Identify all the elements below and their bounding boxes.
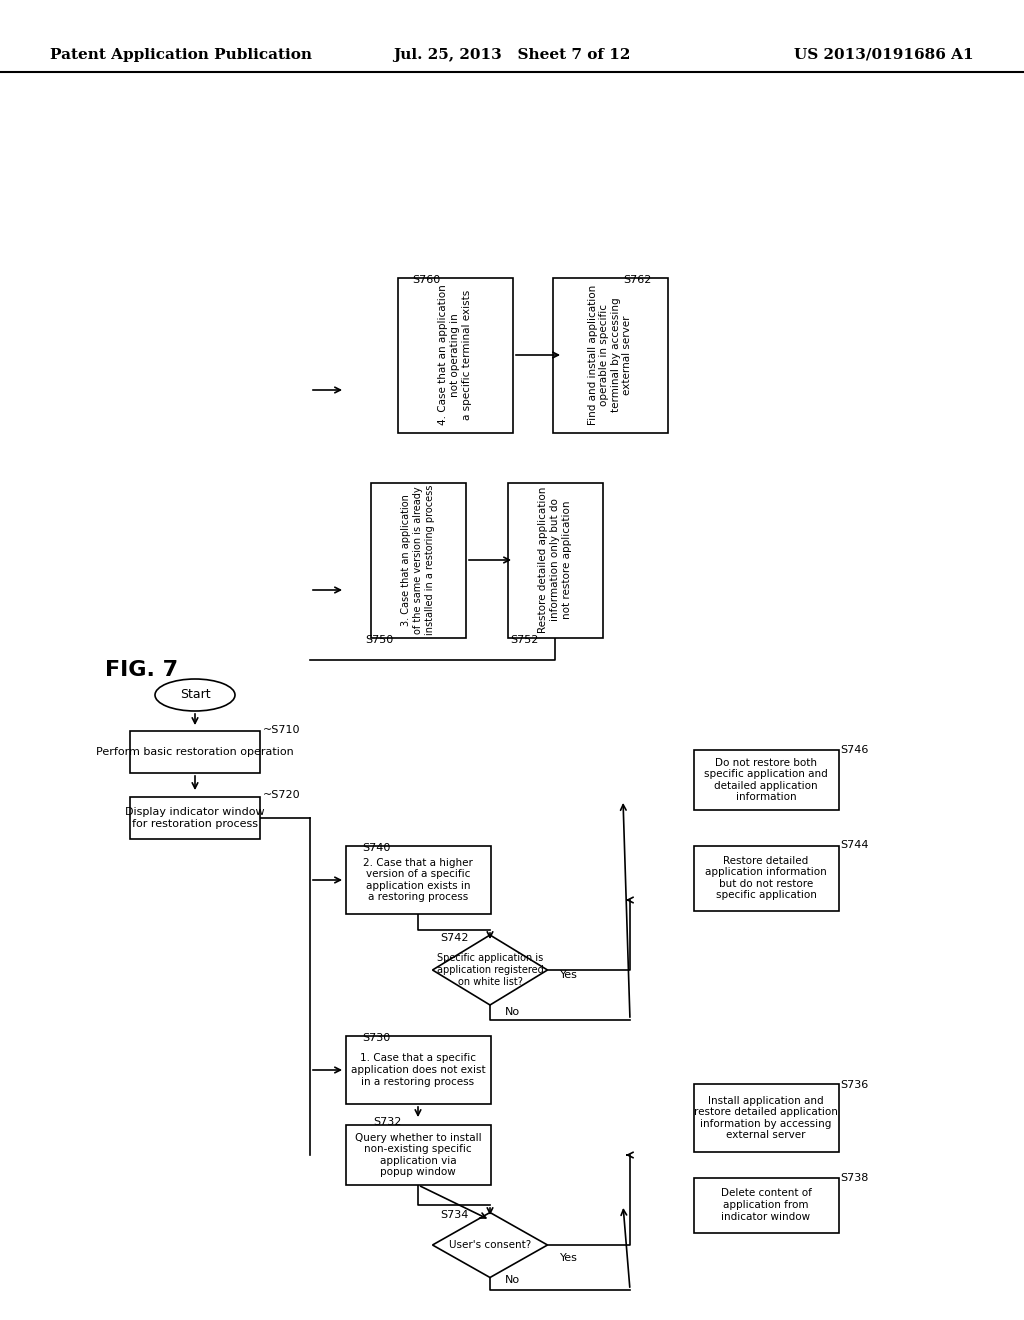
Text: Specific application is
application registered
on white list?: Specific application is application regi…	[436, 953, 544, 986]
Text: S738: S738	[840, 1173, 868, 1183]
Text: Restore detailed application
information only but do
not restore application: Restore detailed application information…	[539, 487, 571, 634]
Text: S740: S740	[362, 843, 390, 853]
Text: Start: Start	[179, 689, 210, 701]
Text: S742: S742	[440, 933, 469, 942]
Text: Restore detailed
application information
but do not restore
specific application: Restore detailed application information…	[706, 855, 826, 900]
Bar	[397, 277, 512, 433]
Text: Delete content of
application from
indicator window: Delete content of application from indic…	[721, 1188, 811, 1221]
Text: S736: S736	[840, 1080, 868, 1090]
Text: 2. Case that a higher
version of a specific
application exists in
a restoring pr: 2. Case that a higher version of a speci…	[364, 858, 473, 903]
Text: Yes: Yes	[560, 970, 578, 979]
Text: S762: S762	[623, 275, 651, 285]
Text: Query whether to install
non-existing specific
application via
popup window: Query whether to install non-existing sp…	[354, 1133, 481, 1177]
Bar	[508, 483, 602, 638]
Text: 4. Case that an application
not operating in
a specific terminal exists: 4. Case that an application not operatin…	[438, 285, 472, 425]
Text: S744: S744	[840, 840, 868, 850]
Text: S750: S750	[365, 635, 393, 645]
Text: S746: S746	[840, 744, 868, 755]
Bar	[693, 1084, 839, 1152]
Text: Display indicator window
for restoration process: Display indicator window for restoration…	[125, 808, 265, 829]
Text: ~S720: ~S720	[263, 789, 301, 800]
Text: Do not restore both
specific application and
detailed application
information: Do not restore both specific application…	[705, 758, 827, 803]
Text: Jul. 25, 2013   Sheet 7 of 12: Jul. 25, 2013 Sheet 7 of 12	[393, 48, 631, 62]
Text: Find and install application
operable in specific
terminal by accessing
external: Find and install application operable in…	[588, 285, 633, 425]
Text: 3. Case that an application
of the same version is already
installed in a restor: 3. Case that an application of the same …	[401, 484, 434, 635]
Bar	[130, 797, 260, 840]
Bar	[693, 1177, 839, 1233]
Bar	[130, 731, 260, 774]
Text: S732: S732	[373, 1117, 401, 1127]
Ellipse shape	[155, 678, 234, 711]
Text: Yes: Yes	[560, 1253, 578, 1263]
Text: S730: S730	[362, 1034, 390, 1043]
Bar	[693, 750, 839, 810]
Text: S734: S734	[440, 1210, 468, 1220]
Text: Install application and
restore detailed application
information by accessing
ex: Install application and restore detailed…	[694, 1096, 838, 1140]
Text: FIG. 7: FIG. 7	[105, 660, 178, 680]
Text: User's consent?: User's consent?	[449, 1239, 531, 1250]
Text: Patent Application Publication: Patent Application Publication	[50, 48, 312, 62]
Polygon shape	[432, 935, 548, 1005]
Polygon shape	[432, 1213, 548, 1278]
Text: No: No	[505, 1007, 520, 1016]
Bar	[345, 846, 490, 913]
Text: 1. Case that a specific
application does not exist
in a restoring process: 1. Case that a specific application does…	[350, 1053, 485, 1086]
Bar	[345, 1125, 490, 1185]
Text: ~S710: ~S710	[263, 725, 300, 735]
Bar	[345, 1036, 490, 1104]
Bar	[553, 277, 668, 433]
Text: S752: S752	[510, 635, 539, 645]
Bar	[371, 483, 466, 638]
Text: US 2013/0191686 A1: US 2013/0191686 A1	[795, 48, 974, 62]
Text: No: No	[505, 1275, 520, 1284]
Text: Perform basic restoration operation: Perform basic restoration operation	[96, 747, 294, 756]
Text: S760: S760	[412, 275, 440, 285]
Bar	[693, 846, 839, 911]
